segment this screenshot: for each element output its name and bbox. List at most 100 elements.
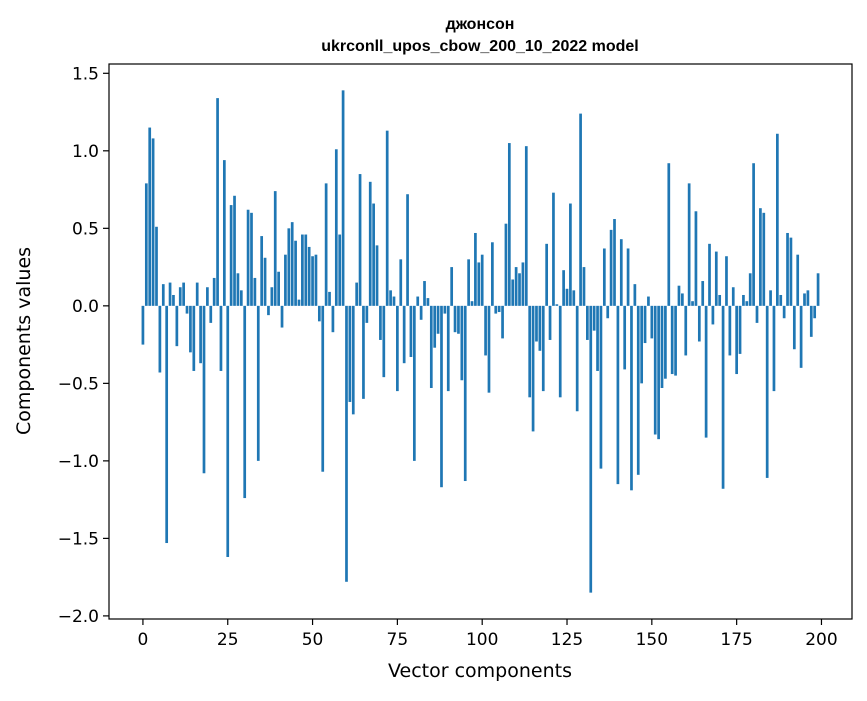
bar-168 (711, 305, 715, 325)
bar-25 (226, 305, 230, 557)
bar-42 (284, 254, 287, 306)
bar-189 (782, 305, 786, 319)
bar-194 (799, 305, 803, 368)
bar-5 (158, 305, 162, 373)
bar-19 (206, 287, 209, 306)
bar-158 (677, 285, 681, 306)
bar-10 (175, 305, 179, 347)
bar-26 (229, 205, 233, 306)
bar-27 (233, 195, 236, 306)
bar-96 (467, 259, 470, 306)
bar-series (141, 90, 820, 593)
bar-68 (372, 203, 375, 306)
bar-74 (392, 296, 396, 306)
bar-193 (796, 254, 800, 306)
bar-20 (209, 305, 213, 323)
bar-133 (592, 305, 596, 331)
bar-152 (657, 305, 660, 440)
bar-72 (385, 130, 389, 306)
bar-176 (738, 305, 742, 354)
bar-30 (243, 305, 247, 499)
bar-156 (670, 305, 674, 375)
bar-115 (531, 305, 535, 432)
bar-150 (650, 305, 654, 339)
bar-142 (623, 305, 627, 370)
bar-75 (396, 305, 399, 392)
bar-56 (331, 305, 335, 333)
bar-24 (222, 160, 226, 306)
bar-1 (144, 183, 148, 306)
bar-45 (294, 240, 297, 306)
bar-38 (270, 287, 274, 306)
bar-184 (765, 305, 769, 478)
bar-79 (409, 305, 413, 357)
bar-145 (633, 284, 637, 306)
bar-179 (748, 273, 752, 306)
bar-44 (290, 222, 294, 306)
bar-182 (759, 208, 762, 306)
bar-199 (816, 273, 820, 306)
bar-116 (535, 305, 538, 342)
bar-3 (151, 138, 155, 306)
bar-52 (317, 305, 321, 322)
bar-136 (602, 248, 606, 306)
bar-90 (446, 305, 450, 392)
bar-93 (457, 305, 460, 334)
bar-186 (772, 305, 776, 392)
bar-159 (681, 293, 684, 306)
bar-17 (199, 305, 202, 364)
bar-71 (382, 305, 386, 378)
bar-153 (660, 305, 664, 388)
bar-91 (450, 267, 454, 306)
bar-60 (345, 305, 348, 582)
bar-22 (216, 98, 219, 306)
bar-138 (609, 229, 613, 306)
bar-6 (161, 284, 165, 306)
bar-61 (348, 305, 352, 402)
bar-144 (630, 305, 633, 491)
bar-122 (555, 304, 559, 306)
bar-101 (484, 305, 487, 356)
bar-14 (189, 305, 192, 353)
bar-128 (575, 305, 579, 412)
bar-103 (491, 242, 494, 306)
bar-46 (297, 299, 301, 306)
bar-29 (239, 290, 243, 306)
plot-area-frame (108, 63, 853, 620)
bar-16 (195, 282, 199, 306)
bar-163 (694, 211, 698, 306)
bar-95 (463, 305, 467, 482)
bar-191 (789, 237, 793, 306)
bar-147 (640, 305, 644, 384)
bar-114 (528, 305, 532, 398)
bar-190 (786, 232, 789, 306)
bar-15 (192, 305, 196, 371)
bar-173 (728, 305, 732, 356)
bar-129 (579, 113, 582, 306)
y-tick-label: −2.0 (58, 607, 99, 627)
bar-131 (586, 305, 589, 340)
bar-108 (507, 143, 511, 306)
bar-109 (511, 279, 515, 306)
x-tick-label: 75 (387, 630, 409, 650)
bar-160 (684, 305, 688, 356)
bar-119 (545, 243, 549, 306)
bar-73 (389, 290, 392, 306)
bar-106 (501, 305, 504, 339)
y-tick-label: −1.0 (58, 452, 99, 472)
bar-36 (263, 257, 267, 306)
bar-0 (141, 305, 145, 345)
bar-47 (301, 234, 304, 306)
y-tick-label: −0.5 (58, 374, 99, 394)
bar-166 (704, 305, 708, 438)
y-tick-label: 1.5 (72, 64, 99, 84)
bar-177 (742, 294, 745, 306)
bar-59 (341, 90, 345, 306)
bar-135 (599, 305, 603, 469)
x-tick-label: 0 (138, 630, 149, 650)
bar-54 (324, 183, 328, 306)
bar-121 (552, 192, 555, 306)
bar-126 (569, 203, 572, 306)
bar-148 (643, 305, 647, 344)
bar-11 (178, 287, 182, 306)
